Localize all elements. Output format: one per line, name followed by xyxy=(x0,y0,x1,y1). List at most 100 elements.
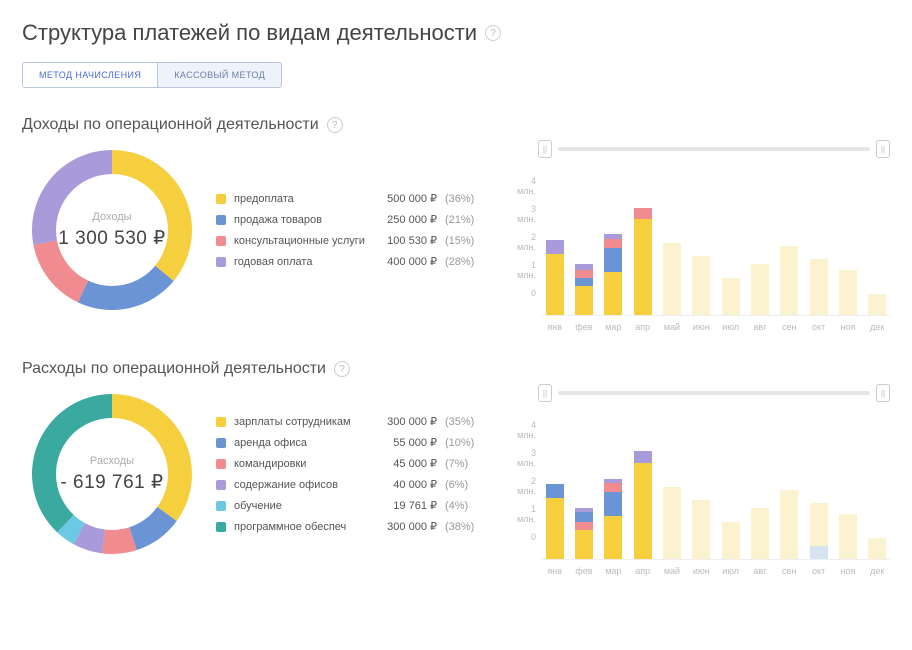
bar[interactable] xyxy=(780,246,798,315)
legend-name: аренда офиса xyxy=(234,437,369,449)
legend-row[interactable]: командировки 45 000 ₽ (7%) xyxy=(216,453,474,474)
legend-pct: (35%) xyxy=(445,416,474,428)
ytick: 0 xyxy=(512,532,536,542)
bar-segment[interactable] xyxy=(810,546,828,559)
legend-row[interactable]: зарплаты сотрудникам 300 000 ₽ (35%) xyxy=(216,411,474,432)
bar-segment[interactable] xyxy=(604,492,622,516)
bar-segment[interactable] xyxy=(722,522,740,559)
bar[interactable] xyxy=(604,479,622,559)
bar-segment[interactable] xyxy=(575,286,593,315)
bar-segment[interactable] xyxy=(634,219,652,315)
bar[interactable] xyxy=(663,243,681,315)
bar-segment[interactable] xyxy=(634,451,652,463)
bar[interactable] xyxy=(634,451,652,559)
bar-segment[interactable] xyxy=(575,512,593,521)
bar-segment[interactable] xyxy=(780,246,798,315)
bar[interactable] xyxy=(751,264,769,315)
bar-segment[interactable] xyxy=(604,272,622,315)
bar-segment[interactable] xyxy=(810,259,828,315)
bar[interactable] xyxy=(575,508,593,559)
tab-accrual[interactable]: МЕТОД НАЧИСЛЕНИЯ xyxy=(23,63,157,87)
bar-segment[interactable] xyxy=(692,500,710,559)
bar-segment[interactable] xyxy=(604,239,622,248)
bar[interactable] xyxy=(604,234,622,315)
tab-cash[interactable]: КАССОВЫЙ МЕТОД xyxy=(157,63,281,87)
legend-row[interactable]: программное обеспеч 300 000 ₽ (38%) xyxy=(216,516,474,537)
bar-segment[interactable] xyxy=(722,278,740,315)
bar-segment[interactable] xyxy=(810,503,828,546)
bar[interactable] xyxy=(868,538,886,559)
bar[interactable] xyxy=(692,256,710,315)
bar[interactable] xyxy=(634,208,652,315)
xtick: фев xyxy=(571,566,596,576)
bar-segment[interactable] xyxy=(604,483,622,492)
bar-segment[interactable] xyxy=(839,514,857,559)
bar-segment[interactable] xyxy=(634,208,652,219)
bar-col xyxy=(601,234,626,315)
bar[interactable] xyxy=(663,487,681,559)
bar[interactable] xyxy=(839,270,857,315)
bar[interactable] xyxy=(546,484,564,559)
legend-name: содержание офисов xyxy=(234,479,369,491)
bar-segment[interactable] xyxy=(604,516,622,559)
bar[interactable] xyxy=(868,294,886,315)
range-slider[interactable]: || || xyxy=(512,140,890,158)
legend-row[interactable]: предоплата 500 000 ₽ (36%) xyxy=(216,188,474,209)
xtick: сен xyxy=(777,566,802,576)
bar-segment[interactable] xyxy=(868,538,886,559)
bar-segment[interactable] xyxy=(751,508,769,559)
legend-row[interactable]: годовая оплата 400 000 ₽ (28%) xyxy=(216,251,474,272)
legend-row[interactable]: обучение 19 761 ₽ (4%) xyxy=(216,495,474,516)
legend-name: зарплаты сотрудникам xyxy=(234,416,369,428)
slider-handle-left[interactable]: || xyxy=(538,140,552,158)
bar[interactable] xyxy=(692,500,710,559)
slider-handle-left[interactable]: || xyxy=(538,384,552,402)
bar-segment[interactable] xyxy=(575,270,593,278)
help-icon[interactable]: ? xyxy=(327,117,343,133)
bar-segment[interactable] xyxy=(663,243,681,315)
bar[interactable] xyxy=(839,514,857,559)
bar[interactable] xyxy=(780,490,798,559)
bar-segment[interactable] xyxy=(692,256,710,315)
help-icon[interactable]: ? xyxy=(485,25,501,41)
bar-segment[interactable] xyxy=(575,530,593,559)
bar-col xyxy=(747,264,772,315)
legend-amount: 40 000 ₽ xyxy=(377,478,437,491)
help-icon[interactable]: ? xyxy=(334,361,350,377)
bar-segment[interactable] xyxy=(868,294,886,315)
bar-segment[interactable] xyxy=(575,278,593,286)
bar[interactable] xyxy=(722,522,740,559)
bar-chart: 01 млн.2 млн.3 млн.4 млн. xyxy=(512,176,890,316)
slider-handle-right[interactable]: || xyxy=(876,140,890,158)
legend-swatch xyxy=(216,215,226,225)
bar-segment[interactable] xyxy=(751,264,769,315)
bar-segment[interactable] xyxy=(663,487,681,559)
legend-row[interactable]: содержание офисов 40 000 ₽ (6%) xyxy=(216,474,474,495)
bar-segment[interactable] xyxy=(546,240,564,253)
legend-row[interactable]: аренда офиса 55 000 ₽ (10%) xyxy=(216,432,474,453)
bar[interactable] xyxy=(546,240,564,315)
bar[interactable] xyxy=(575,264,593,315)
bar-segment[interactable] xyxy=(546,484,564,497)
bar-segment[interactable] xyxy=(604,248,622,272)
bar[interactable] xyxy=(722,278,740,315)
bar-segment[interactable] xyxy=(546,498,564,559)
bar-segment[interactable] xyxy=(634,463,652,559)
bar[interactable] xyxy=(810,259,828,315)
legend-row[interactable]: продажа товаров 250 000 ₽ (21%) xyxy=(216,209,474,230)
xtick: июл xyxy=(718,322,743,332)
bar-segment[interactable] xyxy=(575,522,593,530)
bar-segment[interactable] xyxy=(780,490,798,559)
bar-segment[interactable] xyxy=(839,270,857,315)
bar[interactable] xyxy=(810,503,828,559)
slider-handle-right[interactable]: || xyxy=(876,384,890,402)
bar-col xyxy=(777,490,802,559)
legend-row[interactable]: консультационные услуги 100 530 ₽ (15%) xyxy=(216,230,474,251)
bar[interactable] xyxy=(751,508,769,559)
slider-track[interactable] xyxy=(558,391,870,395)
range-slider[interactable]: || || xyxy=(512,384,890,402)
bar-segment[interactable] xyxy=(546,254,564,315)
legend-swatch xyxy=(216,236,226,246)
legend-amount: 300 000 ₽ xyxy=(377,415,437,428)
slider-track[interactable] xyxy=(558,147,870,151)
